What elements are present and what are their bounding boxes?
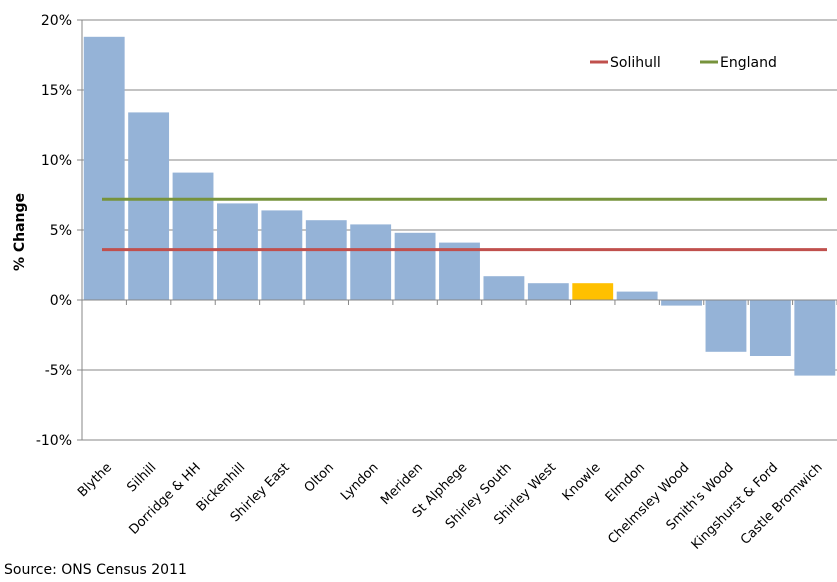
y-tick-label: 5% xyxy=(50,223,72,239)
x-category-label: Elmdon xyxy=(603,460,648,505)
bar xyxy=(217,203,258,300)
bars xyxy=(83,36,836,376)
source-note: Source: ONS Census 2011 xyxy=(4,562,187,578)
bar xyxy=(661,300,702,306)
y-tick-label: -10% xyxy=(36,433,72,449)
bar xyxy=(394,232,436,300)
bar xyxy=(128,112,170,301)
bar xyxy=(83,36,125,301)
legend-label: Solihull xyxy=(610,55,661,71)
bar xyxy=(749,300,791,356)
bar xyxy=(616,291,658,300)
y-tick-label: -5% xyxy=(45,363,72,379)
bar xyxy=(350,224,392,300)
y-axis-label: % Change xyxy=(12,193,28,271)
x-category-label: Silhill xyxy=(124,460,159,495)
y-tick-label: 10% xyxy=(41,153,72,169)
bar xyxy=(705,300,747,352)
y-tick-labels: 20% 15% 10% 5% 0% -5% -10% xyxy=(36,13,72,449)
y-tick-label: 15% xyxy=(41,83,72,99)
axes xyxy=(81,20,837,440)
legend: Solihull England xyxy=(590,55,777,71)
bar xyxy=(527,283,569,300)
bar xyxy=(439,242,480,300)
x-category-label: Castle Bromwich xyxy=(738,460,826,548)
bar xyxy=(305,220,347,300)
bar xyxy=(572,283,614,300)
x-category-label: Lyndon xyxy=(338,460,381,503)
x-category-label: Chelmsley Wood xyxy=(605,460,692,547)
bar xyxy=(261,210,303,300)
reference-lines xyxy=(102,197,827,252)
y-tick-label: 0% xyxy=(50,293,72,309)
x-category-label: Olton xyxy=(302,460,337,495)
x-category-label: Kingshurst & Ford xyxy=(689,460,782,553)
bar xyxy=(483,276,525,300)
x-category-label: Knowle xyxy=(560,460,604,504)
bar xyxy=(794,300,836,376)
y-tick-label: 20% xyxy=(41,13,72,29)
bar-chart: 20%15%10%5%0%-5%-10% Blythe SilhillDorrid… xyxy=(12,13,837,553)
bar xyxy=(172,172,214,300)
x-category-label: Blythe xyxy=(75,460,115,500)
legend-label: England xyxy=(720,55,777,71)
